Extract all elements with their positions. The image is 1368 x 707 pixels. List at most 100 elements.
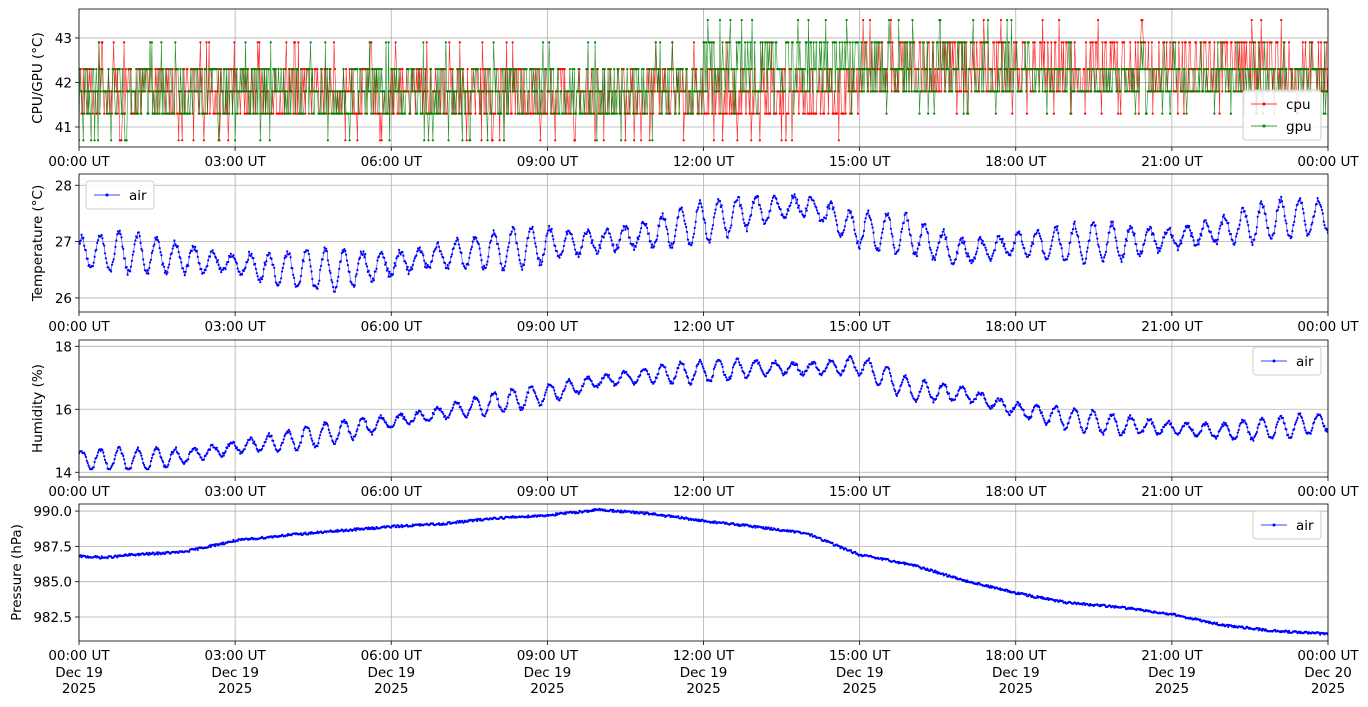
- data-point: [1146, 68, 1149, 71]
- data-point: [1147, 41, 1150, 44]
- data-point: [1101, 68, 1104, 71]
- data-point: [710, 232, 713, 235]
- data-point: [948, 41, 951, 44]
- data-point: [504, 260, 507, 263]
- data-point: [691, 241, 694, 244]
- data-point: [495, 235, 498, 238]
- data-point: [888, 218, 892, 221]
- data-point: [333, 112, 336, 115]
- data-point: [921, 68, 924, 71]
- data-point: [685, 225, 688, 229]
- data-point: [420, 250, 423, 253]
- data-point: [86, 461, 89, 464]
- data-point: [422, 254, 425, 257]
- data-point: [126, 273, 129, 276]
- data-point: [689, 90, 692, 93]
- data-point: [635, 241, 638, 244]
- data-point: [443, 68, 447, 71]
- data-point: [803, 90, 806, 93]
- data-point: [512, 389, 515, 392]
- data-point: [836, 112, 839, 115]
- data-point: [1006, 90, 1010, 93]
- data-point: [670, 68, 673, 71]
- data-point: [817, 68, 821, 71]
- data-point: [250, 252, 253, 255]
- data-point: [665, 225, 668, 228]
- data-point: [886, 214, 889, 217]
- data-point: [123, 112, 126, 115]
- data-point: [662, 90, 665, 93]
- data-point: [439, 407, 442, 410]
- data-point: [836, 68, 840, 71]
- data-point: [332, 112, 335, 115]
- data-point: [797, 112, 801, 115]
- data-point: [216, 112, 219, 115]
- data-point: [273, 444, 277, 447]
- data-point: [487, 255, 490, 258]
- data-point: [532, 388, 535, 392]
- data-point: [1185, 226, 1188, 229]
- data-point: [293, 283, 297, 286]
- data-point: [523, 258, 526, 261]
- data-point: [319, 434, 322, 437]
- data-point: [976, 247, 979, 250]
- data-point: [974, 68, 978, 71]
- data-point: [960, 237, 963, 240]
- data-point: [181, 112, 184, 115]
- data-point: [795, 202, 798, 205]
- data-point: [280, 68, 283, 71]
- data-point: [506, 68, 509, 71]
- data-point: [479, 253, 482, 257]
- data-point: [1127, 230, 1130, 233]
- data-point: [279, 90, 282, 93]
- data-point: [1143, 242, 1146, 245]
- data-point: [268, 139, 271, 142]
- data-point: [530, 68, 533, 71]
- data-point: [1216, 41, 1219, 44]
- data-point: [1191, 90, 1194, 93]
- data-point: [260, 112, 263, 115]
- data-point: [80, 233, 83, 236]
- data-point: [227, 139, 230, 142]
- data-point: [881, 231, 884, 234]
- data-point: [341, 90, 344, 93]
- data-point: [885, 112, 888, 115]
- data-point: [364, 252, 367, 256]
- data-point: [970, 262, 973, 265]
- data-point: [1079, 251, 1082, 254]
- data-point: [473, 238, 476, 241]
- data-point: [909, 234, 912, 237]
- data-point: [112, 41, 115, 44]
- data-point: [615, 243, 618, 246]
- data-point: [868, 19, 872, 22]
- data-point: [155, 90, 158, 93]
- data-point: [973, 90, 977, 93]
- data-point: [447, 416, 450, 419]
- data-point: [167, 463, 170, 466]
- data-point: [167, 266, 170, 269]
- data-point: [943, 233, 946, 236]
- data-point: [802, 112, 805, 115]
- grid-lines: [78, 340, 1329, 477]
- data-point: [1097, 68, 1101, 71]
- data-point: [869, 90, 873, 93]
- data-point: [1221, 41, 1224, 44]
- data-point: [471, 90, 474, 93]
- data-point: [876, 247, 879, 250]
- data-point: [1111, 41, 1114, 44]
- data-point: [123, 41, 126, 44]
- data-point: [348, 68, 351, 71]
- data-point: [769, 209, 772, 212]
- data-point: [934, 68, 937, 71]
- data-point: [1098, 250, 1101, 253]
- data-point: [555, 90, 559, 93]
- data-point: [658, 225, 661, 228]
- data-point: [162, 461, 165, 464]
- data-point: [252, 442, 255, 445]
- data-point: [973, 68, 976, 71]
- data-point: [725, 228, 728, 231]
- data-point: [367, 269, 370, 272]
- data-point: [88, 466, 91, 469]
- data-point: [792, 195, 795, 198]
- data-point: [724, 90, 727, 93]
